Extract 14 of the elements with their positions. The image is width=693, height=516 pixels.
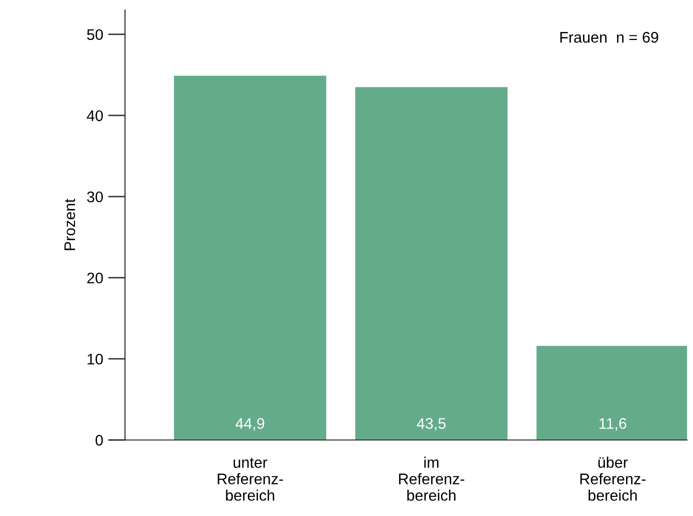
y-axis-title: Prozent	[64, 198, 76, 250]
data-label: 43,5	[416, 418, 446, 431]
x-tick-label: über Referenz- bereich	[580, 456, 646, 501]
annotation: Frauen n = 69	[560, 32, 658, 43]
y-tick-label: 20	[87, 272, 103, 284]
x-tick-label: unter Referenz- bereich	[218, 458, 283, 501]
y-tick-label: 40	[86, 110, 103, 122]
y-tick-label: 50	[87, 29, 103, 40]
y-tick-label: 10	[88, 354, 103, 365]
x-tick-label: im Referenz- bereich	[399, 456, 464, 501]
data-label: 11,6	[600, 418, 626, 431]
y-tick-label: 30	[87, 191, 103, 202]
data-label: 44,9	[236, 418, 264, 431]
y-tick-label: 0	[96, 434, 103, 446]
